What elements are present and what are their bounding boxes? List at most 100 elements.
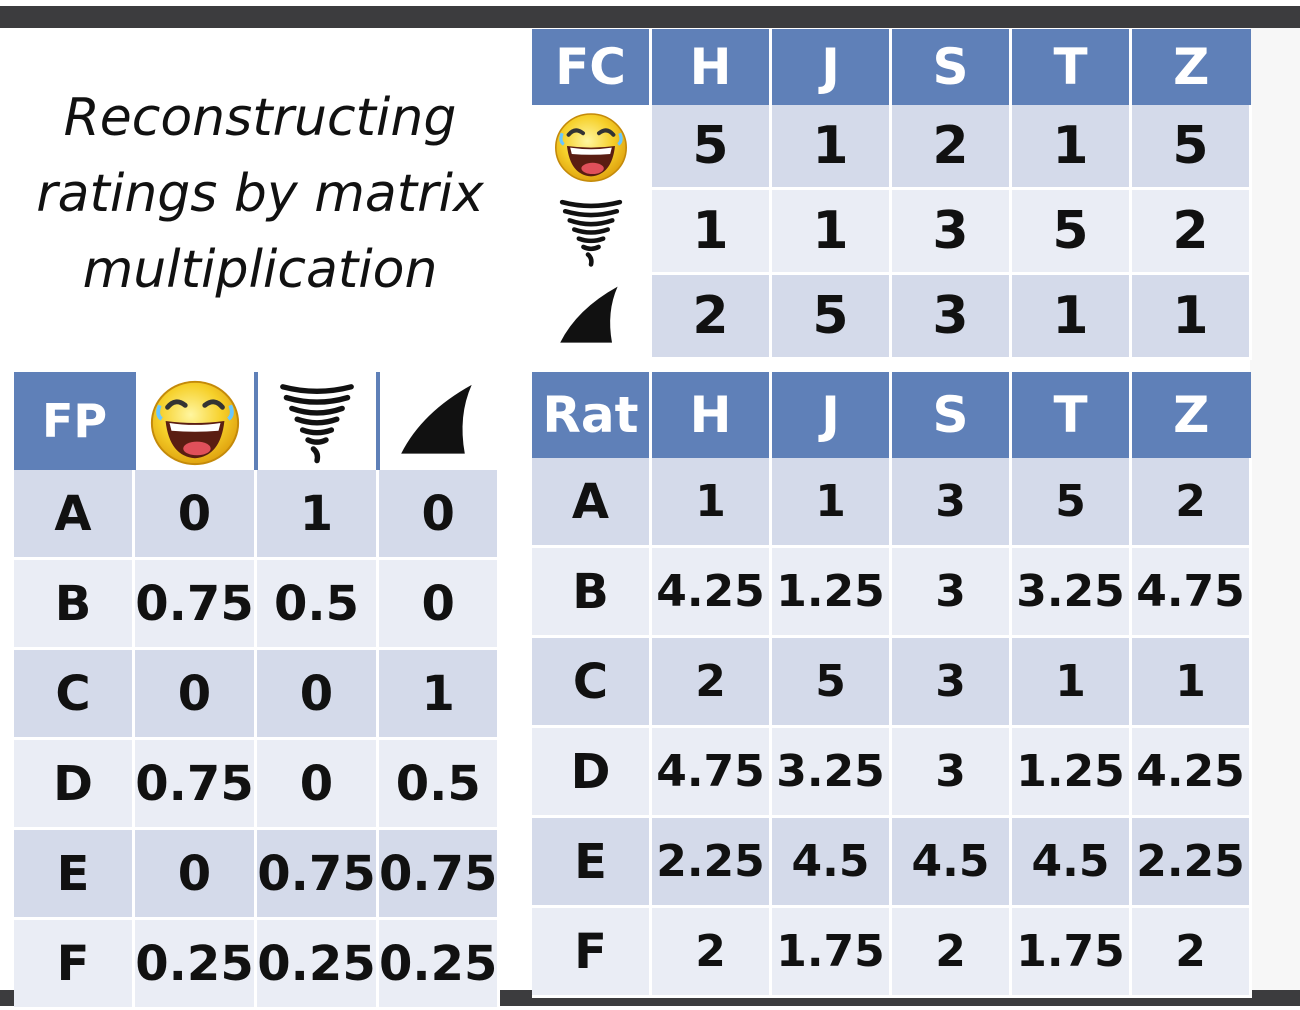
rat-cell: 2.25 — [650, 816, 772, 908]
fp-cell: 0.5 — [255, 558, 379, 650]
fc-col-header: H — [650, 29, 772, 105]
title-line-1: Reconstructing — [63, 88, 457, 148]
fp-row: B 0.75 0.5 0 — [14, 558, 501, 650]
fp-cell: 0.25 — [133, 918, 257, 1010]
fp-cell: 0 — [133, 828, 257, 920]
rat-cell: 3 — [890, 458, 1012, 548]
rat-cell: 4.5 — [770, 816, 892, 908]
fc-col-header: S — [890, 29, 1012, 105]
rat-row: E 2.25 4.5 4.5 4.5 2.25 — [532, 816, 1252, 908]
fc-cell: 1 — [770, 188, 892, 275]
rat-row: F 2 1.75 2 1.75 2 — [532, 906, 1252, 998]
rat-row: C 2 5 3 1 1 — [532, 636, 1252, 728]
fp-cell: 0 — [377, 558, 501, 650]
rat-cell: 1.75 — [1010, 906, 1132, 998]
fc-row-icon — [532, 273, 652, 360]
laughing-face-icon — [551, 106, 631, 186]
fc-cell: 2 — [650, 273, 772, 360]
fp-row-label: B — [14, 558, 135, 650]
fc-row: 2 5 3 1 1 — [532, 273, 1252, 360]
fp-cell: 0 — [133, 648, 257, 740]
rat-cell: 4.5 — [1010, 816, 1132, 908]
rat-cell: 2 — [1130, 906, 1252, 998]
fp-row-label: C — [14, 648, 135, 740]
rat-cell: 2 — [890, 906, 1012, 998]
fc-cell: 1 — [1010, 105, 1132, 190]
fc-cell: 1 — [1130, 273, 1252, 360]
fc-corner-header: FC — [532, 29, 652, 105]
rat-cell: 3 — [890, 636, 1012, 728]
fc-cell: 1 — [770, 105, 892, 190]
slide-title: Reconstructing ratings by matrix multipl… — [20, 80, 500, 308]
fp-cell: 0.75 — [133, 558, 257, 650]
title-line-3: multiplication — [82, 240, 438, 300]
fp-row: D 0.75 0 0.5 — [14, 738, 501, 830]
fp-row: E 0 0.75 0.75 — [14, 828, 501, 920]
rat-header-row: Rat H J S T Z — [532, 372, 1251, 458]
fp-col-icon-header — [131, 372, 256, 470]
fp-cell: 0 — [255, 738, 379, 830]
rat-row: A 1 1 3 5 2 — [532, 458, 1252, 548]
fp-row-label: F — [14, 918, 135, 1010]
fp-table: FP A 0 1 0 B 0.75 0.5 0 C 0 0 1 D 0.75 0… — [14, 372, 501, 1010]
fc-cell: 3 — [890, 273, 1012, 360]
rat-cell: 4.25 — [1130, 726, 1252, 818]
fc-row-icon — [532, 105, 652, 190]
fc-col-header: Z — [1130, 29, 1251, 105]
fc-cell: 3 — [890, 188, 1012, 275]
fp-row-label: A — [14, 470, 135, 560]
rat-cell: 1 — [770, 458, 892, 548]
fp-cell: 0.25 — [377, 918, 501, 1010]
fc-row-icon — [532, 188, 652, 275]
fp-col-icon-header — [375, 372, 499, 470]
shark-fin-icon — [556, 281, 626, 351]
rat-cell: 4.25 — [650, 546, 772, 638]
fc-cell: 2 — [890, 105, 1012, 190]
fc-row: 5 1 2 1 5 — [532, 105, 1252, 190]
rat-table: Rat H J S T Z A 1 1 3 5 2 B 4.25 1.25 3 … — [532, 372, 1252, 998]
rat-cell: 2 — [650, 636, 772, 728]
fc-header-row: FC H J S T Z — [532, 29, 1251, 105]
fc-cell: 5 — [650, 105, 772, 190]
laughing-face-icon — [146, 372, 244, 470]
shark-fin-icon — [396, 378, 482, 464]
rat-cell: 1 — [1010, 636, 1132, 728]
fp-header-row: FP — [14, 372, 499, 470]
rat-cell: 2 — [1130, 458, 1252, 548]
rat-cell: 4.75 — [1130, 546, 1252, 638]
fp-row: F 0.25 0.25 0.25 — [14, 918, 501, 1010]
fp-cell: 0 — [377, 470, 501, 560]
right-margin — [1250, 28, 1300, 990]
rat-cell: 5 — [1010, 458, 1132, 548]
fc-cell: 2 — [1130, 188, 1252, 275]
rat-row-label: A — [532, 458, 652, 548]
fp-cell: 1 — [377, 648, 501, 740]
rat-cell: 1.25 — [770, 546, 892, 638]
fp-cell: 0.75 — [377, 828, 501, 920]
fc-col-header: J — [770, 29, 892, 105]
fc-cell: 1 — [650, 188, 772, 275]
rat-cell: 2 — [650, 906, 772, 998]
rat-row-label: F — [532, 906, 652, 998]
fp-row-label: D — [14, 738, 135, 830]
rat-col-header: S — [890, 372, 1012, 458]
rat-cell: 4.5 — [890, 816, 1012, 908]
rat-col-header: H — [650, 372, 772, 458]
fp-col-icon-header — [253, 372, 378, 470]
tornado-icon — [553, 193, 629, 269]
tornado-icon — [272, 376, 362, 466]
fp-row: C 0 0 1 — [14, 648, 501, 740]
fc-cell: 5 — [770, 273, 892, 360]
fp-corner-header: FP — [14, 372, 135, 470]
fp-cell: 1 — [255, 470, 379, 560]
rat-row-label: B — [532, 546, 652, 638]
fp-row: A 0 1 0 — [14, 470, 501, 560]
fp-cell: 0.5 — [377, 738, 501, 830]
fc-row: 1 1 3 5 2 — [532, 188, 1252, 275]
rat-cell: 3 — [890, 546, 1012, 638]
fc-table: FC H J S T Z 5 1 2 1 5 1 1 3 5 2 2 5 3 1… — [532, 29, 1252, 360]
rat-cell: 4.75 — [650, 726, 772, 818]
rat-col-header: J — [770, 372, 892, 458]
fp-cell: 0.75 — [133, 738, 257, 830]
fc-cell: 5 — [1130, 105, 1252, 190]
